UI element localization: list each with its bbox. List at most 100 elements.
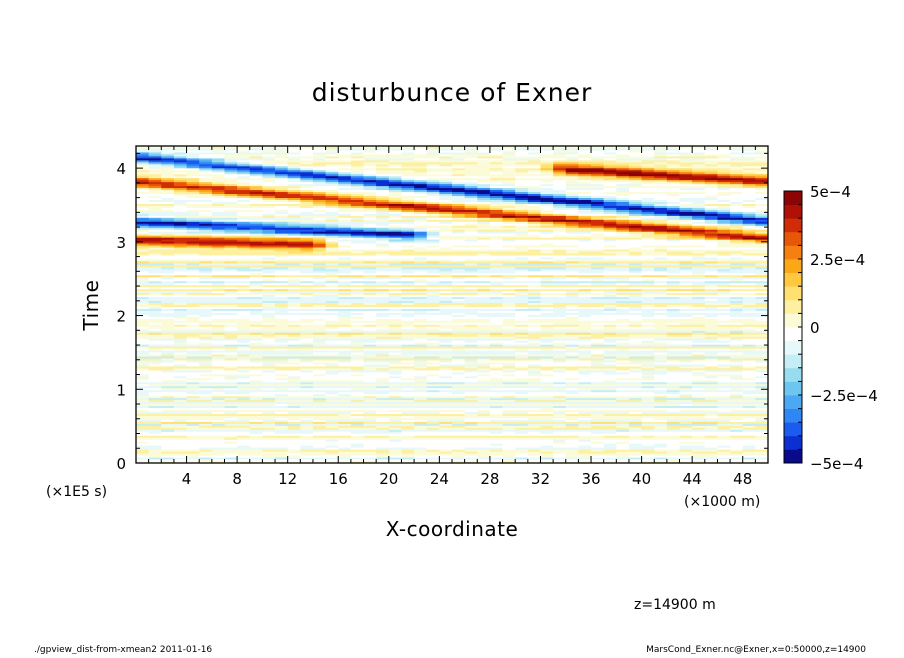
heatmap-cell <box>578 443 592 446</box>
heatmap-cell <box>388 419 402 422</box>
heatmap-cell <box>730 411 744 414</box>
heatmap-cell <box>224 346 238 349</box>
heatmap-cell <box>553 338 567 341</box>
heatmap-cell <box>540 336 554 339</box>
heatmap-cell <box>616 284 630 288</box>
heatmap-cell <box>477 270 491 274</box>
heatmap-cell <box>148 429 162 432</box>
heatmap-cell <box>300 445 314 448</box>
heatmap-cell <box>136 266 150 270</box>
heatmap-cell <box>388 314 402 317</box>
heatmap-cell <box>578 282 592 286</box>
heatmap-cell <box>464 397 478 401</box>
heatmap-cell <box>376 373 390 377</box>
heatmap-cell <box>275 308 289 311</box>
heatmap-cell <box>717 423 731 426</box>
heatmap-cell <box>704 379 718 383</box>
heatmap-cell <box>730 459 744 462</box>
heatmap-cell <box>312 268 327 272</box>
heatmap-cell <box>679 437 693 440</box>
heatmap-cell <box>224 431 238 434</box>
heatmap-cell <box>262 328 276 331</box>
heatmap-cell <box>666 401 681 405</box>
heatmap-cell <box>704 340 718 343</box>
heatmap-cell <box>452 298 466 302</box>
heatmap-cell <box>730 326 744 329</box>
heatmap-cell <box>717 383 731 387</box>
heatmap-cell <box>338 387 352 391</box>
heatmap-cell <box>628 447 643 450</box>
heatmap-cell <box>325 302 339 305</box>
heatmap-cell <box>527 282 541 286</box>
heatmap-cell <box>186 338 200 341</box>
heatmap-cell <box>515 439 529 442</box>
heatmap-cell <box>489 429 504 432</box>
heatmap-cell <box>540 350 554 353</box>
heatmap-cell <box>363 429 377 432</box>
heatmap-cell <box>692 411 706 414</box>
heatmap-cell <box>591 268 605 272</box>
heatmap-cell <box>565 310 579 313</box>
heatmap-cell <box>325 316 339 319</box>
heatmap-cell <box>173 284 188 288</box>
heatmap-cell <box>249 357 263 361</box>
heatmap-cell <box>578 342 592 345</box>
heatmap-cell <box>742 403 756 407</box>
heatmap-cell <box>211 399 225 403</box>
heatmap-cell <box>692 312 706 315</box>
heatmap-cell <box>666 272 681 276</box>
heatmap-cell <box>540 459 554 462</box>
heatmap-cell <box>654 419 668 422</box>
heatmap-cell <box>603 344 617 347</box>
heatmap-cell <box>211 379 225 383</box>
heatmap-cell <box>338 377 352 381</box>
heatmap-cell <box>502 330 516 333</box>
heatmap-cell <box>502 338 516 341</box>
heatmap-cell <box>211 459 225 462</box>
heatmap-cell <box>553 310 567 313</box>
heatmap-cell <box>224 354 238 357</box>
heatmap-cell <box>515 387 529 391</box>
heatmap-cell <box>679 391 693 395</box>
heatmap-cell <box>742 449 756 452</box>
heatmap-cell <box>211 334 225 337</box>
heatmap-cell <box>262 357 276 361</box>
heatmap-cell <box>312 363 327 367</box>
heatmap-cell <box>578 264 592 268</box>
heatmap-cell <box>148 379 162 383</box>
heatmap-cell <box>173 359 188 363</box>
heatmap-cell <box>211 278 225 282</box>
heatmap-cell <box>211 417 225 420</box>
heatmap-cell <box>692 286 706 290</box>
heatmap-cell <box>717 415 731 418</box>
heatmap-cell <box>237 350 251 353</box>
heatmap-cell <box>136 328 150 331</box>
heatmap-cell <box>692 371 706 375</box>
heatmap-cell <box>679 344 693 347</box>
heatmap-cell <box>527 395 541 399</box>
heatmap-cell <box>477 397 491 401</box>
heatmap-cell <box>628 417 643 420</box>
heatmap-cell <box>211 455 225 458</box>
heatmap-cell <box>464 304 478 307</box>
heatmap-cell <box>666 375 681 379</box>
heatmap-cell <box>540 453 554 456</box>
heatmap-cell <box>489 312 504 315</box>
heatmap-cell <box>211 359 225 363</box>
heatmap-cell <box>755 415 768 418</box>
heatmap-cell <box>338 399 352 403</box>
heatmap-cell <box>565 352 579 355</box>
heatmap-cell <box>666 278 681 282</box>
heatmap-cell <box>414 449 428 452</box>
heatmap-cell <box>173 330 188 333</box>
heatmap-cell <box>477 369 491 373</box>
heatmap-cell <box>300 449 314 452</box>
heatmap-cell <box>161 294 175 298</box>
heatmap-cell <box>666 286 681 290</box>
heatmap-cell <box>616 359 630 363</box>
heatmap-cell <box>515 365 529 369</box>
heatmap-cell <box>388 320 402 323</box>
heatmap-cell <box>489 397 504 401</box>
heatmap-cell <box>173 399 188 403</box>
heatmap-cell <box>388 310 402 313</box>
